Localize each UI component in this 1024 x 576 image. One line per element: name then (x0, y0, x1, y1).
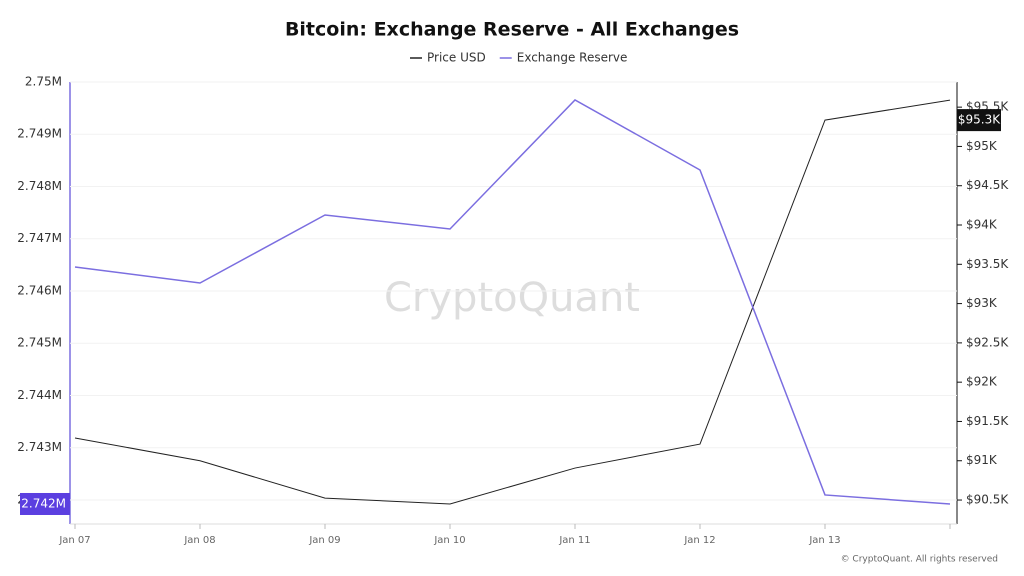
y-tick-label: 2.749M (17, 127, 62, 141)
y2-tick-label: $90.5K (966, 493, 1009, 507)
left-marker-label: 2.742M (21, 496, 66, 510)
x-tick-label: Jan 11 (558, 535, 590, 546)
series-line (74, 99, 951, 505)
y-tick-label: 2.743M (17, 440, 62, 454)
x-tick-label: Jan 10 (433, 535, 465, 546)
x-tick-label: Jan 12 (683, 535, 715, 546)
y2-tick-label: $91K (966, 453, 998, 467)
x-tick-label: Jan 08 (183, 535, 215, 546)
y-tick-label: 2.75M (25, 75, 62, 89)
legend-label: Price USD (427, 51, 486, 65)
y-tick-label: 2.747M (17, 231, 62, 245)
x-tick-label: Jan 07 (58, 535, 90, 546)
watermark: CryptoQuant (384, 275, 640, 321)
y-tick-label: 2.744M (17, 388, 62, 402)
y2-tick-label: $91.5K (966, 414, 1009, 428)
y2-tick-label: $94.5K (966, 178, 1009, 192)
y2-tick-label: $93K (966, 296, 998, 310)
x-tick-label: Jan 13 (808, 535, 840, 546)
chart-title: Bitcoin: Exchange Reserve - All Exchange… (285, 19, 739, 41)
y2-tick-label: $95K (966, 139, 998, 153)
right-marker-label: $95.3K (958, 113, 1001, 127)
y-tick-label: 2.745M (17, 336, 62, 350)
y2-tick-label: $92K (966, 375, 998, 389)
y2-tick-label: $94K (966, 218, 998, 232)
left-marker-box (20, 492, 70, 515)
footer: © CryptoQuant. All rights reserved (841, 555, 998, 565)
y-tick-label: 2.746M (17, 283, 62, 297)
y2-tick-label: $93.5K (966, 257, 1009, 271)
x-tick-label: Jan 09 (308, 535, 340, 546)
y-tick-label: 2.748M (17, 179, 62, 193)
legend-label: Exchange Reserve (517, 51, 628, 65)
y2-tick-label: $92.5K (966, 335, 1009, 349)
right-marker-box (957, 109, 1001, 132)
series-line (74, 99, 951, 505)
